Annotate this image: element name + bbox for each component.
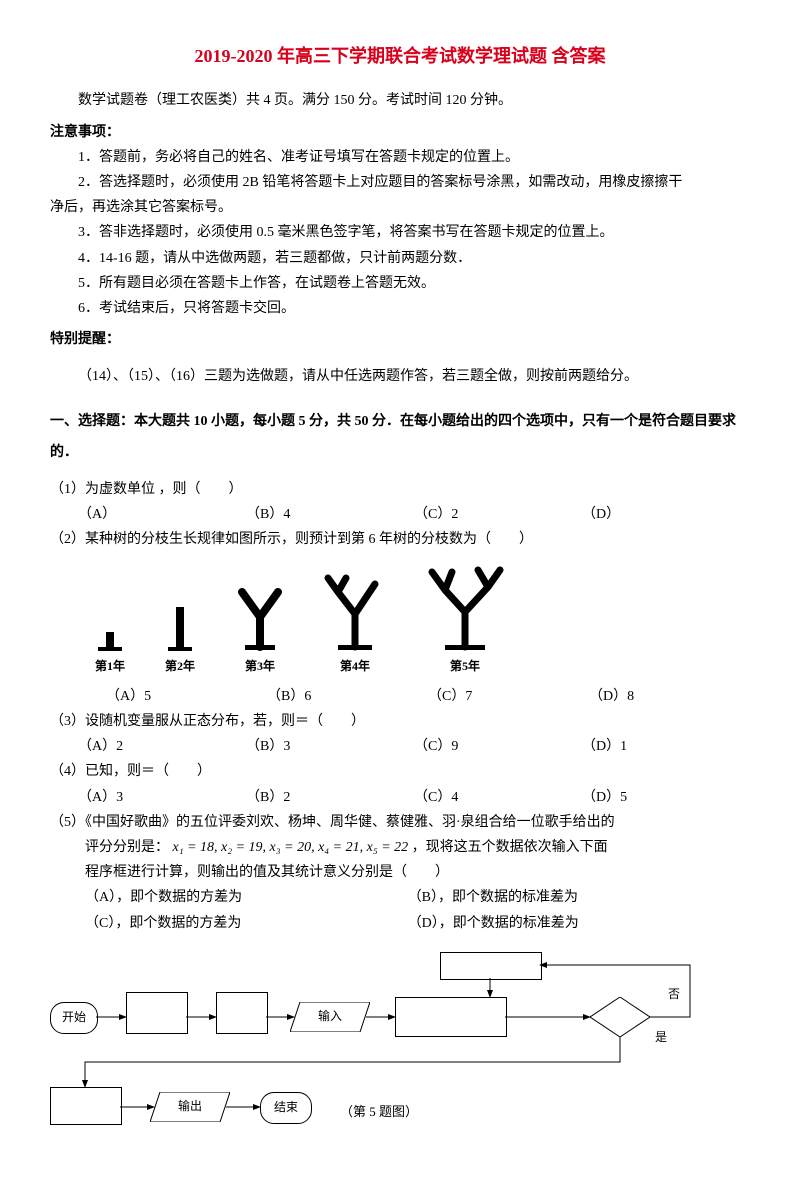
q5-opt-d: （D），即个数据的标准差为	[408, 911, 579, 936]
q2-opt-a: （A）5	[106, 684, 267, 709]
q2-opt-d: （D）8	[589, 684, 750, 709]
q5-opt-a: （A），即个数据的方差为	[85, 885, 404, 910]
q1-opt-c: （C）2	[414, 502, 582, 527]
notice-4: 4．14-16 题，请从中选做两题，若三题都做，只计前两题分数．	[50, 246, 750, 271]
flow-no-label: 否	[668, 984, 680, 1006]
q5-opt-b: （B），即个数据的标准差为	[408, 885, 578, 910]
q3-stem: （3）设随机变量服从正态分布，若，则＝（ ）	[50, 709, 750, 734]
q1-opt-d: （D）	[582, 502, 750, 527]
page-title: 2019-2020 年高三下学期联合考试数学理试题 含答案	[50, 40, 750, 72]
q1-stem: （1）为虚数单位 ，则（ ）	[50, 477, 750, 502]
intro-text: 数学试题卷（理工农医类）共 4 页。满分 150 分。考试时间 120 分钟。	[50, 88, 750, 113]
q3-opt-b: （B）3	[246, 734, 414, 759]
flow-end: 结束	[260, 1092, 312, 1124]
tree-year2-icon	[160, 592, 200, 652]
q5-stem-2: 评分分别是：	[85, 840, 169, 855]
q5-stem-2-row: 评分分别是： x₁ = 18, x₂ = 19, x₃ = 20, x₄ = 2…	[50, 835, 750, 860]
flow-yes-label: 是	[655, 1027, 667, 1049]
flow-decision	[590, 997, 650, 1037]
flow-box-4	[50, 1087, 122, 1125]
special-text: （14）、（15）、（16）三题为选做题，请从中任选两题作答，若三题全做，则按前…	[50, 362, 750, 393]
q3-opt-a: （A）2	[78, 734, 246, 759]
notice-5: 5．所有题目必须在答题卡上作答，在试题卷上答题无效。	[50, 271, 750, 296]
flow-box-1	[126, 992, 188, 1034]
q5-caption: （第 5 题图）	[340, 1100, 418, 1123]
section-1-heading: 一、选择题：本大题共 10 小题，每小题 5 分，共 50 分．在每小题给出的四…	[50, 407, 750, 469]
q4-opt-b: （B）2	[246, 785, 414, 810]
tree-year3-icon	[230, 582, 290, 652]
q2-stem: （2）某种树的分枝生长规律如图所示，则预计到第 6 年树的分枝数为（ ）	[50, 527, 750, 552]
q5-opt-c: （C），即个数据的方差为	[85, 911, 404, 936]
q4-opt-a: （A）3	[78, 785, 246, 810]
q5-formula: x₁ = 18, x₂ = 19, x₃ = 20, x₄ = 21, x₅ =…	[173, 840, 409, 855]
q1-opt-a: （A）	[78, 502, 246, 527]
q5-stem-3: ，现将这五个数据依次输入下面	[412, 840, 608, 855]
q4-opt-d: （D）5	[582, 785, 750, 810]
notice-3: 3．答非选择题时，必须使用 0.5 毫米黑色签字笔，将答案书写在答题卡规定的位置…	[50, 220, 750, 245]
notice-heading: 注意事项：	[50, 120, 750, 145]
tree-label-4: 第4年	[340, 656, 370, 678]
flowchart-diagram: 开始 输入 否 是 输出 结束 （第 5 题图）	[50, 952, 750, 1152]
q5-stem-1: （5）《中国好歌曲》的五位评委刘欢、杨坤、周华健、蔡健雅、羽·泉组合给一位歌手给…	[50, 810, 750, 835]
flow-input: 输入	[290, 1002, 370, 1032]
q4-opt-c: （C）4	[414, 785, 582, 810]
tree-year4-icon	[320, 572, 390, 652]
q2-opt-b: （B）6	[267, 684, 428, 709]
notice-2b: 净后，再选涂其它答案标号。	[50, 195, 750, 220]
tree-year1-icon	[90, 602, 130, 652]
flow-output: 输出	[150, 1092, 230, 1122]
q1-opt-b: （B）4	[246, 502, 414, 527]
flow-box-top	[440, 952, 542, 980]
flow-box-3	[395, 997, 507, 1037]
flow-box-2	[216, 992, 268, 1034]
tree-diagram: 第1年 第2年 第3年 第4年 第5年	[90, 562, 750, 678]
q2-opt-c: （C）7	[428, 684, 589, 709]
tree-label-2: 第2年	[165, 656, 195, 678]
notice-2: 2．答选择题时，必须使用 2B 铅笔将答题卡上对应题目的答案标号涂黑，如需改动，…	[50, 170, 750, 195]
flow-start: 开始	[50, 1002, 98, 1034]
q3-opt-c: （C）9	[414, 734, 582, 759]
tree-label-3: 第3年	[245, 656, 275, 678]
tree-label-1: 第1年	[95, 656, 125, 678]
notice-1: 1．答题前，务必将自己的姓名、准考证号填写在答题卡规定的位置上。	[50, 145, 750, 170]
tree-label-5: 第5年	[450, 656, 480, 678]
q5-stem-4: 程序框进行计算，则输出的值及其统计意义分别是（ ）	[50, 860, 750, 885]
q3-opt-d: （D）1	[582, 734, 750, 759]
special-heading: 特别提醒：	[50, 327, 750, 352]
notice-6: 6．考试结束后，只将答题卡交回。	[50, 296, 750, 321]
q4-stem: （4）已知，则＝（ ）	[50, 759, 750, 784]
tree-year5-icon	[420, 562, 510, 652]
